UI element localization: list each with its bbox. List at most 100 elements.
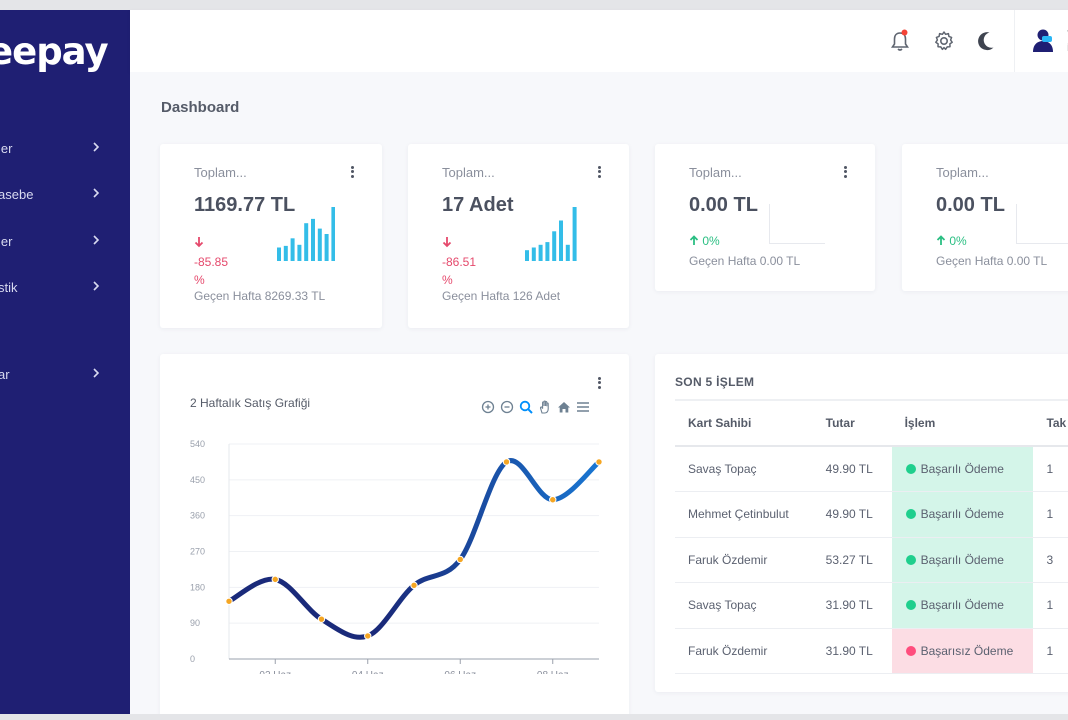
data-point[interactable]: [271, 575, 279, 584]
stat-value: 0.00 TL: [936, 194, 1005, 216]
table-row[interactable]: Savaş Topaç 49.90 TL Başarılı Ödeme 1: [675, 446, 1068, 492]
stat-label: Toplam...: [936, 165, 989, 180]
sidebar-item-label: ar: [0, 366, 10, 382]
status-badge: Başarılı Ödeme: [891, 491, 1034, 538]
transactions-title: SON 5 İŞLEM: [675, 375, 755, 389]
menu-icon[interactable]: [575, 399, 591, 415]
zoom-in-icon[interactable]: [480, 399, 496, 415]
sparkline-bar: [531, 247, 536, 261]
sidebar-item-5[interactable]: ar: [0, 361, 130, 387]
column-header-installment[interactable]: Tak: [1033, 399, 1068, 447]
top-bar: Y İ: [130, 10, 1068, 72]
table-row[interactable]: Faruk Özdemir 31.90 TL Başarısız Ödeme 1: [675, 628, 1068, 674]
column-header-amount[interactable]: Tutar: [812, 399, 892, 447]
more-vertical-icon[interactable]: [596, 375, 602, 391]
sidebar-item-label: asebe: [0, 186, 34, 202]
stat-change: -86.51 %: [442, 235, 482, 289]
sidebar-item-1[interactable]: ler: [0, 135, 130, 161]
pan-hand-icon[interactable]: [537, 399, 553, 415]
sparkline-bar: [277, 247, 281, 261]
stat-card-3: Toplam... 0.00 TL 0% Geçen Hafta 0.00 TL: [655, 144, 875, 291]
x-tick-label: 02 Haz: [259, 670, 291, 674]
sparkline-bar: [538, 244, 543, 261]
stat-label: Toplam...: [194, 165, 247, 180]
amount: 49.90 TL: [812, 446, 892, 492]
installment: 1: [1033, 582, 1068, 629]
sidebar-item-2[interactable]: asebe: [0, 181, 130, 207]
sparkline-bar: [545, 242, 550, 261]
more-vertical-icon[interactable]: [842, 164, 848, 180]
sparkline-bar: [297, 244, 302, 261]
transactions-table: Kart Sahibi Tutar İşlem Tak Savaş Topaç …: [675, 399, 1068, 674]
user-menu[interactable]: Y İ: [1014, 10, 1068, 72]
sparkline-bar: [552, 231, 557, 261]
more-vertical-icon[interactable]: [349, 164, 355, 180]
installment: 3: [1033, 537, 1068, 583]
status-badge: Başarısız Ödeme: [891, 628, 1034, 674]
data-point[interactable]: [456, 555, 464, 564]
stat-card-total-amount: Toplam... 1169.77 TL -85.85 % Geçen Haft…: [160, 144, 382, 328]
status-text: Başarılı Ödeme: [920, 462, 1004, 476]
y-tick-label: 0: [190, 654, 195, 664]
stat-value: 17 Adet: [442, 194, 514, 216]
home-icon[interactable]: [556, 399, 572, 415]
notification-dot: [901, 29, 908, 36]
data-point[interactable]: [225, 597, 233, 605]
sidebar-item-3[interactable]: ler: [0, 228, 130, 254]
stat-value: 1169.77 TL: [194, 194, 296, 216]
amount: 31.90 TL: [812, 628, 892, 674]
brand-logo[interactable]: eepay: [0, 30, 109, 73]
table-row[interactable]: Mehmet Çetinbulut 49.90 TL Başarılı Ödem…: [675, 491, 1068, 538]
stat-change-value: -86.51 %: [442, 255, 477, 287]
stat-change-value: 0%: [702, 234, 720, 248]
data-point[interactable]: [502, 458, 511, 466]
gear-icon[interactable]: [931, 28, 957, 54]
column-header-status[interactable]: İşlem: [891, 399, 1034, 447]
sparkline-bar: [331, 207, 335, 261]
status-dot: [905, 509, 916, 520]
stat-label: Toplam...: [689, 165, 742, 180]
moon-icon[interactable]: [973, 28, 999, 54]
arrow-up-icon: [689, 235, 699, 245]
table-row[interactable]: Savaş Topaç 31.90 TL Başarılı Ödeme 1: [675, 582, 1068, 629]
data-point[interactable]: [410, 581, 418, 590]
stat-card-total-count: Toplam... 17 Adet -86.51 % Geçen Hafta 1…: [408, 144, 629, 328]
chevron-right-icon: [93, 281, 100, 291]
more-vertical-icon[interactable]: [596, 164, 602, 180]
status-badge: Başarılı Ödeme: [891, 446, 1034, 492]
sparkline-bar: [324, 234, 329, 261]
sidebar-item-4[interactable]: stik: [0, 274, 130, 300]
card-holder: Mehmet Çetinbulut: [675, 491, 813, 538]
previous-week: Geçen Hafta 0.00 TL: [689, 254, 801, 268]
previous-week: Geçen Hafta 126 Adet: [442, 289, 561, 303]
status-badge: Başarılı Ödeme: [891, 582, 1034, 629]
installment: 1: [1033, 491, 1068, 538]
zoom-out-icon[interactable]: [499, 399, 515, 415]
sparkline-empty: [769, 204, 825, 244]
status-text: Başarılı Ödeme: [920, 598, 1004, 613]
sidebar-item-label: stik: [0, 279, 18, 295]
bell-icon[interactable]: [887, 28, 913, 54]
sparkline-bars: [525, 207, 577, 261]
data-point[interactable]: [364, 632, 372, 640]
table-row[interactable]: Faruk Özdemir 53.27 TL Başarılı Ödeme 3: [675, 537, 1068, 583]
sales-line-chart[interactable]: 0 90 180 270 360 450 540 02 Haz 04 Haz 06 Haz 08 H…: [160, 424, 629, 674]
data-point[interactable]: [595, 458, 603, 466]
arrow-up-icon: [936, 235, 946, 245]
card-holder: Savaş Topaç: [675, 582, 813, 629]
sales-chart-card: 2 Haftalık Satış Grafiği 0 90 180 270 360 450…: [160, 354, 629, 714]
data-point[interactable]: [549, 496, 557, 504]
data-point[interactable]: [317, 615, 326, 623]
status-badge: Başarılı Ödeme: [891, 537, 1034, 583]
chevron-right-icon: [93, 188, 100, 198]
stat-change-value: -85.85 %: [194, 255, 229, 287]
y-tick-label: 450: [190, 475, 205, 485]
status-text: Başarılı Ödeme: [920, 552, 1004, 567]
x-tick-label: 06 Haz: [444, 670, 476, 674]
sparkline-bar: [290, 238, 295, 261]
magnify-icon[interactable]: [518, 399, 534, 415]
page-title: Dashboard: [161, 99, 240, 116]
sparkline-bar: [572, 207, 577, 261]
sparkline-bar: [565, 244, 570, 261]
column-header-card-holder[interactable]: Kart Sahibi: [675, 399, 813, 447]
